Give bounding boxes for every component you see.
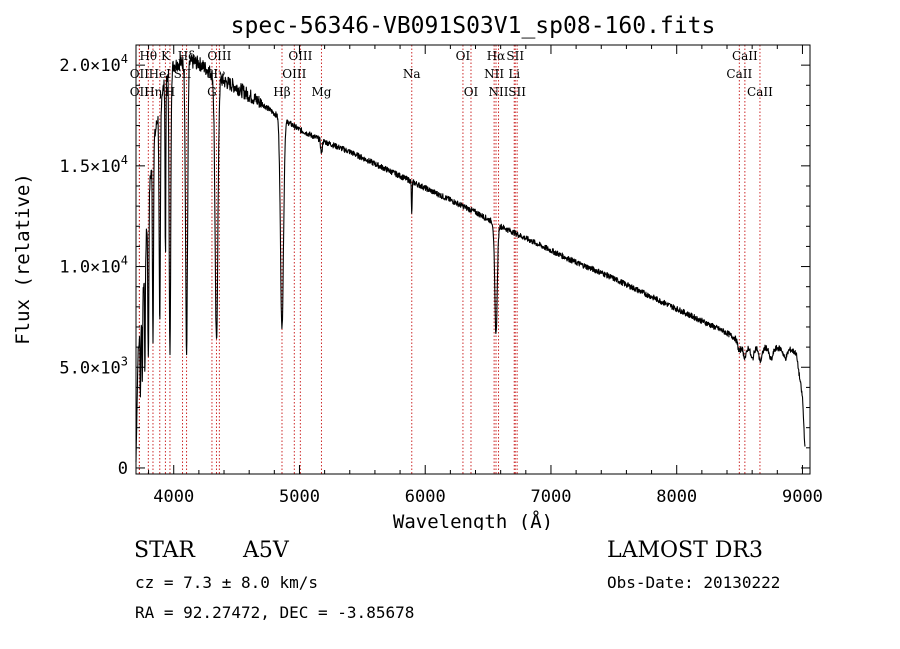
spectrum-chart: spec-56346-VB091S03V1_sp08-160.fits Hθ OI… — [12, 13, 823, 530]
line-marker-label: CaII — [726, 67, 752, 81]
line-marker-label: CaII — [747, 85, 773, 99]
x-axis: 4000 5000 6000 7000 8000 9000 — [148, 45, 823, 507]
x-tick-label: 8000 — [656, 487, 697, 507]
redshift-cz: cz = 7.3 ± 8.0 km/s — [135, 573, 319, 592]
y-tick-label: 1.0×104 — [59, 254, 128, 278]
obs-date: Obs-Date: 20130222 — [607, 573, 781, 592]
line-marker-label: NII — [484, 67, 504, 81]
x-tick-label: 7000 — [530, 487, 571, 507]
object-class: STAR — [134, 538, 195, 563]
line-marker-label: Li — [508, 67, 520, 81]
line-marker-label: Hβ — [273, 85, 290, 99]
object-subclass: A5V — [243, 538, 289, 563]
line-marker-label: G — [207, 85, 217, 99]
plot-frame — [135, 44, 811, 475]
line-marker-label: SII — [508, 85, 526, 99]
line-marker-label: Hγ — [208, 67, 226, 81]
line-marker-label: OIII — [207, 49, 231, 63]
chart-title: spec-56346-VB091S03V1_sp08-160.fits — [231, 13, 716, 39]
y-tick-label: 2.0×104 — [59, 52, 128, 76]
line-marker-lines — [138, 45, 761, 474]
line-marker-label: OII — [130, 85, 150, 99]
line-marker-label: OI — [456, 49, 471, 63]
line-marker-label: SII — [506, 49, 524, 63]
survey-name: LAMOST DR3 — [607, 538, 763, 563]
ra-dec: RA = 92.27472, DEC = -3.85678 — [135, 603, 415, 622]
x-tick-label: 5000 — [279, 487, 320, 507]
y-axis: 0 5.0×103 1.0×104 1.5×104 2.0×104 — [59, 52, 810, 479]
line-marker-label: K — [161, 49, 171, 63]
line-marker-label: HeI — [149, 67, 172, 81]
x-tick-label: 4000 — [153, 487, 194, 507]
y-tick-label: 1.5×104 — [59, 153, 128, 177]
line-marker-label: OII — [130, 67, 150, 81]
x-tick-label: 6000 — [405, 487, 446, 507]
y-tick-label: 0 — [118, 459, 128, 479]
line-marker-label: Hη — [144, 85, 162, 99]
line-marker-label: OI — [464, 85, 479, 99]
line-marker-label: CaII — [732, 49, 758, 63]
line-marker-label: SII — [174, 67, 192, 81]
y-axis-label: Flux (relative) — [12, 173, 34, 345]
line-marker-label: OIII — [288, 49, 312, 63]
line-marker-label: OIII — [282, 67, 306, 81]
line-marker-label: Mg — [311, 85, 331, 99]
line-marker-label: Hδ — [178, 49, 196, 63]
x-tick-label: 9000 — [782, 487, 823, 507]
line-marker-label: H — [165, 85, 175, 99]
x-axis-label: Wavelength (Å) — [393, 510, 553, 530]
line-marker-label: Hα — [487, 49, 506, 63]
line-marker-label: Hθ — [139, 49, 157, 63]
y-tick-label: 5.0×103 — [59, 354, 128, 378]
line-marker-label: Na — [403, 67, 421, 81]
line-marker-label: NII — [489, 85, 509, 99]
spectrum-line — [135, 54, 806, 463]
